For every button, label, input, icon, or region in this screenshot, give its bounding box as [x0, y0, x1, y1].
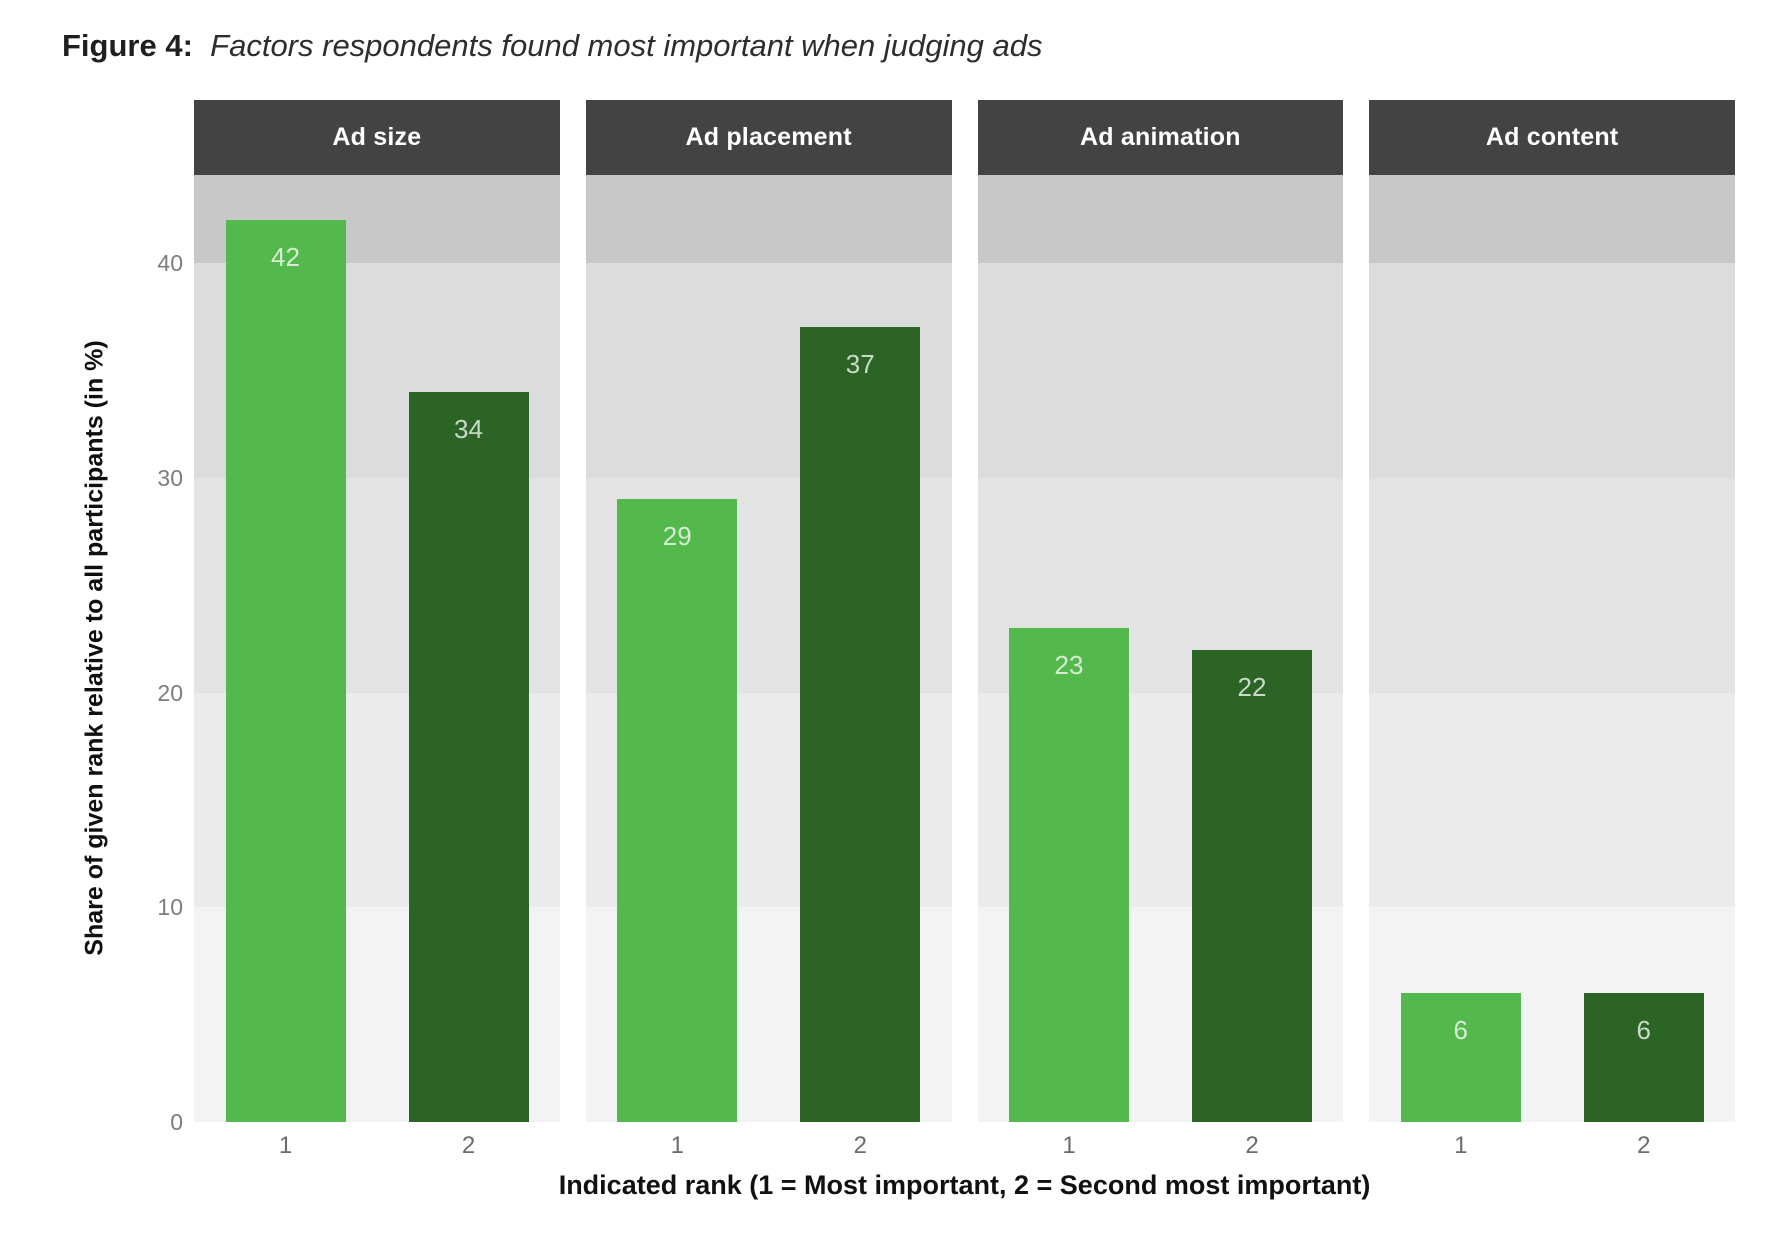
bar-ad-placement-rank2: 37	[800, 327, 921, 1122]
bar-value-label: 37	[845, 349, 875, 380]
y-tick-label-0: 0	[170, 1109, 183, 1135]
bar-ad-size-rank1: 42	[225, 220, 346, 1122]
background-band-30-40	[977, 263, 1344, 478]
bar-ad-animation-rank2: 22	[1192, 649, 1312, 1122]
bar-ad-content-rank2: 6	[1583, 993, 1704, 1122]
bar-value-label: 6	[1453, 1015, 1468, 1046]
y-tick-label-30: 30	[157, 464, 183, 491]
y-tick-label-40: 40	[157, 250, 183, 277]
background-band-40-44.1	[585, 175, 952, 264]
facet-header: Ad content	[1369, 100, 1735, 175]
facet-ad-content: Ad content 6 6 1 2	[1369, 100, 1735, 1164]
facet-plot-area: 23 22	[977, 175, 1344, 1122]
x-tick-label-rank-1: 1	[278, 1132, 293, 1159]
background-band-40-44.1	[1369, 175, 1735, 264]
bar-ad-placement-rank1: 29	[617, 499, 738, 1122]
facet-plot-area: 29 37	[585, 175, 952, 1122]
plot-area: Ad size 42 34 1 2 Ad placement 29 37 1 2 Ad animat…	[194, 100, 1735, 1164]
x-tick-label-rank-1: 1	[1062, 1132, 1076, 1159]
facet-ad-size: Ad size 42 34 1 2	[194, 100, 560, 1164]
background-band-40-44.1	[977, 175, 1344, 264]
bar-ad-content-rank1: 6	[1400, 993, 1521, 1122]
x-axis-title: Indicated rank (1 = Most important, 2 = …	[558, 1170, 1371, 1200]
facet-header: Ad placement	[585, 100, 952, 175]
background-band-20-30	[1369, 477, 1735, 693]
bar-value-label: 23	[1054, 650, 1084, 681]
figure-title-prefix: Figure 4:	[62, 28, 193, 63]
background-band-30-40	[1369, 263, 1735, 478]
bar-value-label: 22	[1237, 671, 1267, 702]
y-axis-title: Share of given rank relative to all part…	[80, 340, 109, 956]
figure-title: Figure 4: Factors respondents found most…	[62, 28, 1042, 64]
bar-value-label: 34	[454, 413, 483, 444]
figure-title-text: Factors respondents found most important…	[210, 28, 1043, 63]
facet-ad-animation: Ad animation 23 22 1 2	[977, 100, 1344, 1164]
x-tick-label-rank-1: 1	[670, 1132, 684, 1159]
facet-header: Ad size	[194, 100, 560, 175]
x-tick-label-rank-2: 2	[1245, 1132, 1259, 1159]
x-tick-label-rank-2: 2	[461, 1132, 476, 1159]
x-tick-label-rank-2: 2	[853, 1132, 867, 1159]
facet-header: Ad animation	[977, 100, 1344, 175]
y-tick-label-20: 20	[157, 679, 183, 706]
background-band-10-20	[1369, 692, 1735, 908]
bar-value-label: 42	[271, 242, 300, 273]
bar-value-label: 29	[662, 521, 692, 552]
bar-value-label: 6	[1636, 1015, 1651, 1046]
facet-ad-placement: Ad placement 29 37 1 2	[585, 100, 952, 1164]
x-tick-label-rank-1: 1	[1454, 1132, 1468, 1159]
x-tick-label-rank-2: 2	[1637, 1132, 1651, 1159]
y-tick-label-10: 10	[157, 894, 183, 921]
bar-ad-size-rank2: 34	[408, 391, 529, 1122]
facet-plot-area: 42 34	[194, 175, 560, 1122]
bar-ad-animation-rank1: 23	[1009, 628, 1129, 1122]
